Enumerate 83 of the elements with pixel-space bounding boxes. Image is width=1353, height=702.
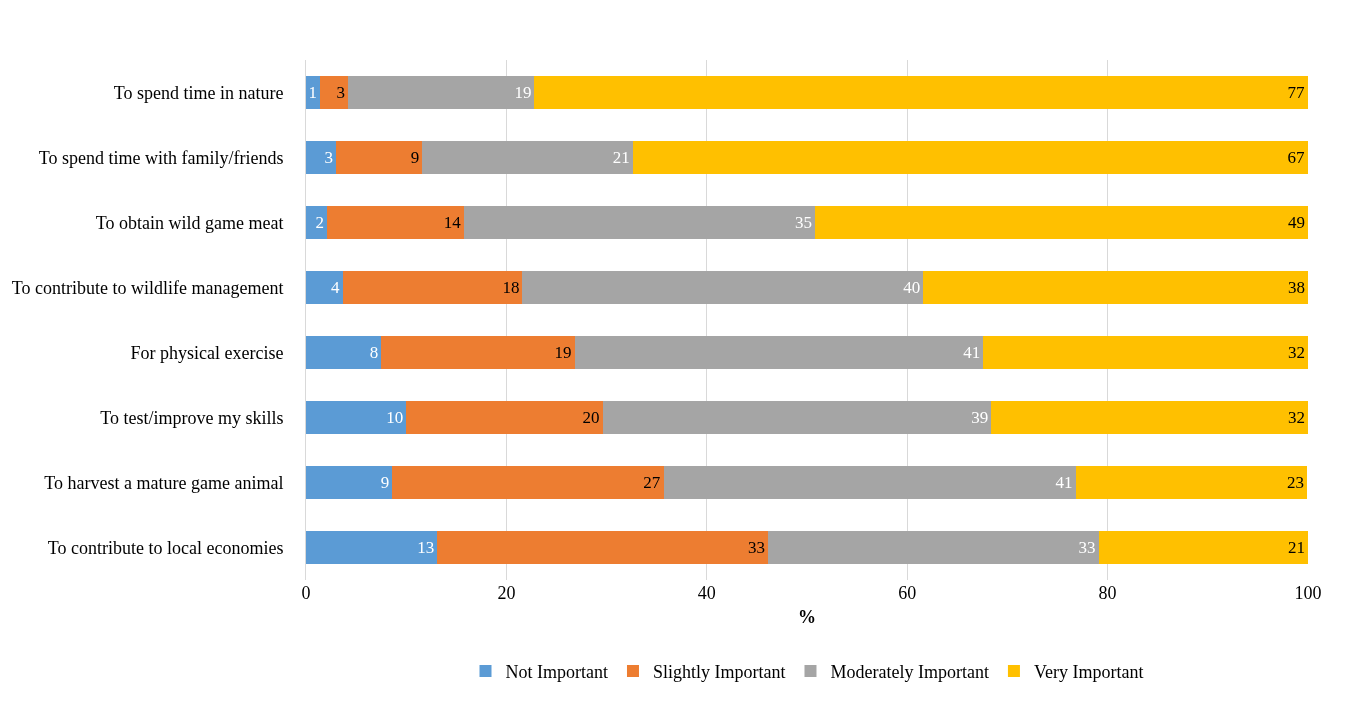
data-label: 35 [795,213,813,232]
bar [1098,531,1308,564]
data-label: 14 [443,213,462,232]
y-tick-label: To obtain wild game meat [95,212,284,233]
data-label: 32 [1288,343,1305,362]
bar [534,76,1308,109]
data-label: 77 [1287,83,1305,102]
y-tick-label: To spend time in nature [113,82,284,103]
data-label: 33 [1078,538,1096,557]
data-label: 10 [386,408,404,427]
data-label: 3 [324,148,334,167]
data-label: 18 [502,278,520,297]
data-label: 20 [582,408,600,427]
bar [306,206,328,239]
data-label: 21 [612,148,630,167]
y-tick-label: To test/improve my skills [100,407,284,428]
bar [336,141,423,174]
bar [306,271,344,304]
x-tick-label: 40 [697,583,716,603]
bar [306,141,337,174]
bar [437,531,768,564]
bar [815,206,1308,239]
data-label: 8 [369,343,379,362]
data-label: 1 [308,83,318,102]
bar [632,141,1308,174]
x-axis-title: % [798,607,816,628]
legend-label: Moderately Important [830,662,989,683]
bar [406,401,603,434]
data-label: 32 [1288,408,1305,427]
bar [767,531,1099,564]
data-label: 21 [1288,538,1305,557]
data-label: 49 [1288,213,1305,232]
bar [983,336,1308,369]
bar [1075,466,1307,499]
data-label: 40 [903,278,921,297]
data-label: 9 [380,473,390,492]
data-label: 19 [514,83,532,102]
y-tick-label: For physical exercise [130,342,284,363]
data-label: 41 [963,343,981,362]
y-tick-label: To spend time with family/friends [38,147,284,168]
data-label: 13 [417,538,435,557]
bar [522,271,924,304]
bar [348,76,535,109]
bar [343,271,523,304]
bar [991,401,1308,434]
data-label: 19 [554,343,572,362]
bar [464,206,816,239]
bar [602,401,992,434]
bar [306,401,407,434]
bar [306,531,438,564]
x-tick-label: 0 [301,583,311,603]
bar [923,271,1308,304]
legend-label: Very Important [1033,662,1144,683]
data-label: 67 [1287,148,1305,167]
x-tick-label: 60 [898,583,917,603]
legend-label: Slightly Important [652,662,786,683]
data-label: 9 [410,148,420,167]
bar [320,76,349,109]
data-label: 23 [1287,473,1304,492]
bar [663,466,1076,499]
x-tick-label: 80 [1098,583,1117,603]
bar [574,336,984,369]
bar [422,141,633,174]
bar [381,336,575,369]
data-label: 2 [315,213,325,232]
bar [306,336,382,369]
x-tick-label: 20 [497,583,516,603]
data-label: 39 [971,408,989,427]
y-tick-label: To contribute to wildlife management [11,277,284,298]
y-tick-label: To contribute to local economies [47,537,284,558]
data-label: 4 [331,278,341,297]
bar [306,76,321,109]
data-label: 41 [1055,473,1073,492]
y-tick-label: To harvest a mature game animal [44,472,284,493]
data-label: 27 [643,473,661,492]
data-label: 38 [1288,278,1305,297]
bar [327,206,465,239]
bar [392,466,664,499]
data-label: 3 [336,83,346,102]
x-tick-label: 100 [1294,583,1322,603]
data-label: 33 [747,538,765,557]
legend-label: Not Important [505,662,608,683]
bar [306,466,393,499]
